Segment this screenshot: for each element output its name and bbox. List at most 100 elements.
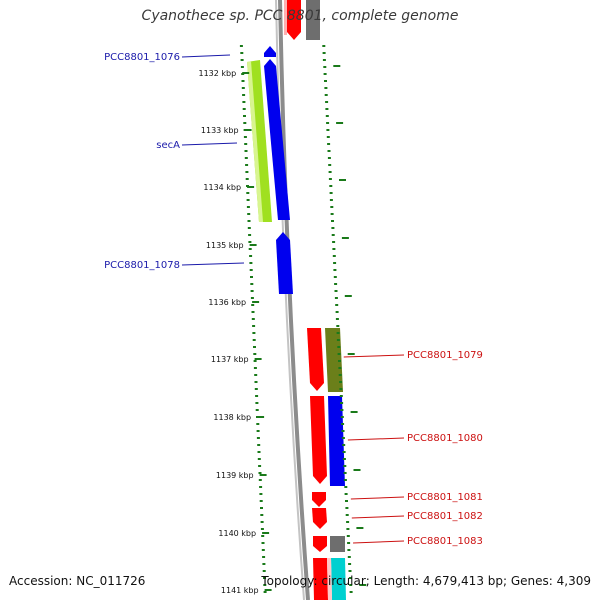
gene-arrow-pcc8801-1076[interactable]	[264, 46, 276, 57]
gene-arrow-seca-blue[interactable]	[264, 59, 290, 220]
outer-ring-dot	[330, 206, 334, 208]
inner-ring-dot	[261, 542, 265, 544]
gene-arrow-top-shadow	[284, 0, 287, 35]
gene-arrow-pcc8801-1078[interactable]	[276, 232, 293, 294]
inner-ring-dot	[259, 486, 263, 488]
gene-label-right[interactable]: PCC8801_1083	[407, 536, 483, 547]
inner-ring-dot	[248, 241, 252, 243]
outer-ring-dot	[334, 283, 338, 285]
outer-ring-dot	[334, 297, 338, 299]
gene-label-left[interactable]: PCC8801_1076	[104, 52, 180, 63]
inner-ring-dot	[241, 87, 245, 89]
outer-ring-dot	[329, 185, 333, 187]
outer-tick-mark	[353, 469, 361, 471]
outer-ring-dot	[340, 402, 344, 404]
outer-tick-mark	[350, 411, 358, 413]
inner-ring-dot	[251, 304, 255, 306]
outer-ring-dot	[339, 395, 343, 397]
outer-ring-dot	[333, 269, 337, 271]
inner-ring-dot	[248, 248, 252, 250]
outer-ring-dot	[338, 360, 341, 362]
kbp-tick-mark	[249, 244, 257, 246]
inner-ring-dot	[245, 164, 249, 166]
gene-arrow-bottom-cyan[interactable]	[331, 558, 346, 600]
outer-tick-mark	[344, 295, 352, 297]
inner-ring-dot	[255, 395, 259, 397]
left-leader-line	[181, 142, 238, 146]
gene-arrow-pcc8801-1083-gray[interactable]	[330, 536, 345, 552]
inner-ring-dot	[250, 283, 254, 285]
outer-ring-dot	[340, 416, 344, 418]
outer-ring-dot	[333, 276, 337, 278]
outer-ring-dot	[337, 353, 341, 355]
kbp-tick-label: 1140 kbp	[218, 529, 256, 538]
outer-ring-dot	[326, 136, 330, 138]
outer-ring-dot	[324, 94, 328, 96]
inner-ring-dot	[246, 199, 250, 201]
gene-label-left[interactable]: PCC8801_1078	[104, 260, 180, 271]
gene-label-right[interactable]: PCC8801_1079	[407, 350, 483, 361]
gene-arrow-top-red[interactable]	[287, 0, 301, 40]
kbp-tick-label: 1135 kbp	[206, 241, 244, 250]
gene-arrow-pcc8801-1079-red[interactable]	[307, 328, 324, 391]
gene-arrow-top-gray[interactable]	[306, 0, 320, 40]
outer-ring-dot	[332, 255, 336, 257]
kbp-tick-mark	[264, 589, 272, 591]
inner-ring-dot	[252, 339, 256, 341]
outer-ring-dot	[335, 304, 339, 306]
gene-label-left[interactable]: secA	[156, 140, 180, 151]
inner-ring-dot	[262, 563, 266, 565]
gene-arrow-bottom-red[interactable]	[313, 558, 328, 600]
outer-tick-mark	[359, 584, 367, 586]
inner-ring-dot	[261, 535, 265, 537]
inner-ring-dot	[242, 94, 246, 96]
outer-ring-dot	[323, 66, 327, 68]
kbp-tick-label: 1139 kbp	[216, 471, 254, 480]
inner-ring-dot	[249, 269, 253, 271]
gene-label-right[interactable]: PCC8801_1082	[407, 511, 483, 522]
gene-arrow-pcc8801-1079-olive[interactable]	[325, 328, 343, 392]
outer-ring-dot	[346, 528, 350, 530]
outer-ring-dot	[349, 591, 353, 593]
inner-ring-dot	[254, 381, 258, 383]
outer-ring-dot	[335, 318, 339, 320]
outer-ring-dot	[345, 500, 348, 502]
inner-ring-dot	[240, 59, 244, 61]
outer-ring-dot	[338, 374, 342, 376]
gene-arrow-pcc8801-1083-red[interactable]	[313, 536, 327, 552]
inner-ring-dot	[259, 500, 263, 502]
gene-arrow-pcc8801-1080-red[interactable]	[310, 396, 327, 484]
right-leader-line	[350, 496, 405, 500]
inner-ring-dot	[250, 290, 254, 292]
inner-ring-dot	[252, 325, 256, 327]
inner-ring-dot	[255, 402, 259, 404]
outer-tick-mark	[339, 179, 346, 181]
inner-ring-dot	[258, 465, 262, 467]
outer-ring-dot	[337, 346, 341, 348]
outer-ring-dot	[343, 479, 347, 481]
left-leader-line	[181, 262, 245, 266]
outer-ring-dot	[329, 199, 333, 201]
inner-ring-dot	[244, 157, 248, 159]
gene-label-right[interactable]: PCC8801_1080	[407, 433, 483, 444]
kbp-tick-mark	[257, 416, 265, 418]
gene-arrow-pcc8801-1081[interactable]	[312, 492, 326, 507]
inner-ring-dot	[257, 458, 261, 460]
gene-arrow-pcc8801-1080-blue[interactable]	[328, 396, 345, 486]
inner-ring-dot	[262, 556, 266, 558]
inner-ring-dot	[258, 472, 262, 474]
kbp-tick-label: 1134 kbp	[203, 183, 241, 192]
gene-labels: PCC8801_1076 secA PCC8801_1078 PCC8801_1079…	[104, 52, 483, 547]
gene-label-right[interactable]: PCC8801_1081	[407, 492, 483, 503]
outer-ring-dot	[332, 241, 336, 243]
outer-ring-dot	[344, 486, 348, 488]
outer-ring-dot	[343, 465, 347, 467]
outer-ring-dot	[347, 549, 351, 551]
kbp-tick-label: 1138 kbp	[213, 413, 251, 422]
page-title: Cyanothece sp. PCC 8801, complete genome	[141, 8, 459, 24]
outer-ring-dot	[340, 409, 344, 411]
accession-text: Accession: NC_011726	[9, 574, 146, 588]
gene-arrow-pcc8801-1082[interactable]	[312, 508, 327, 529]
outer-ring-dot	[326, 129, 330, 131]
outer-ring-dot	[341, 423, 345, 425]
